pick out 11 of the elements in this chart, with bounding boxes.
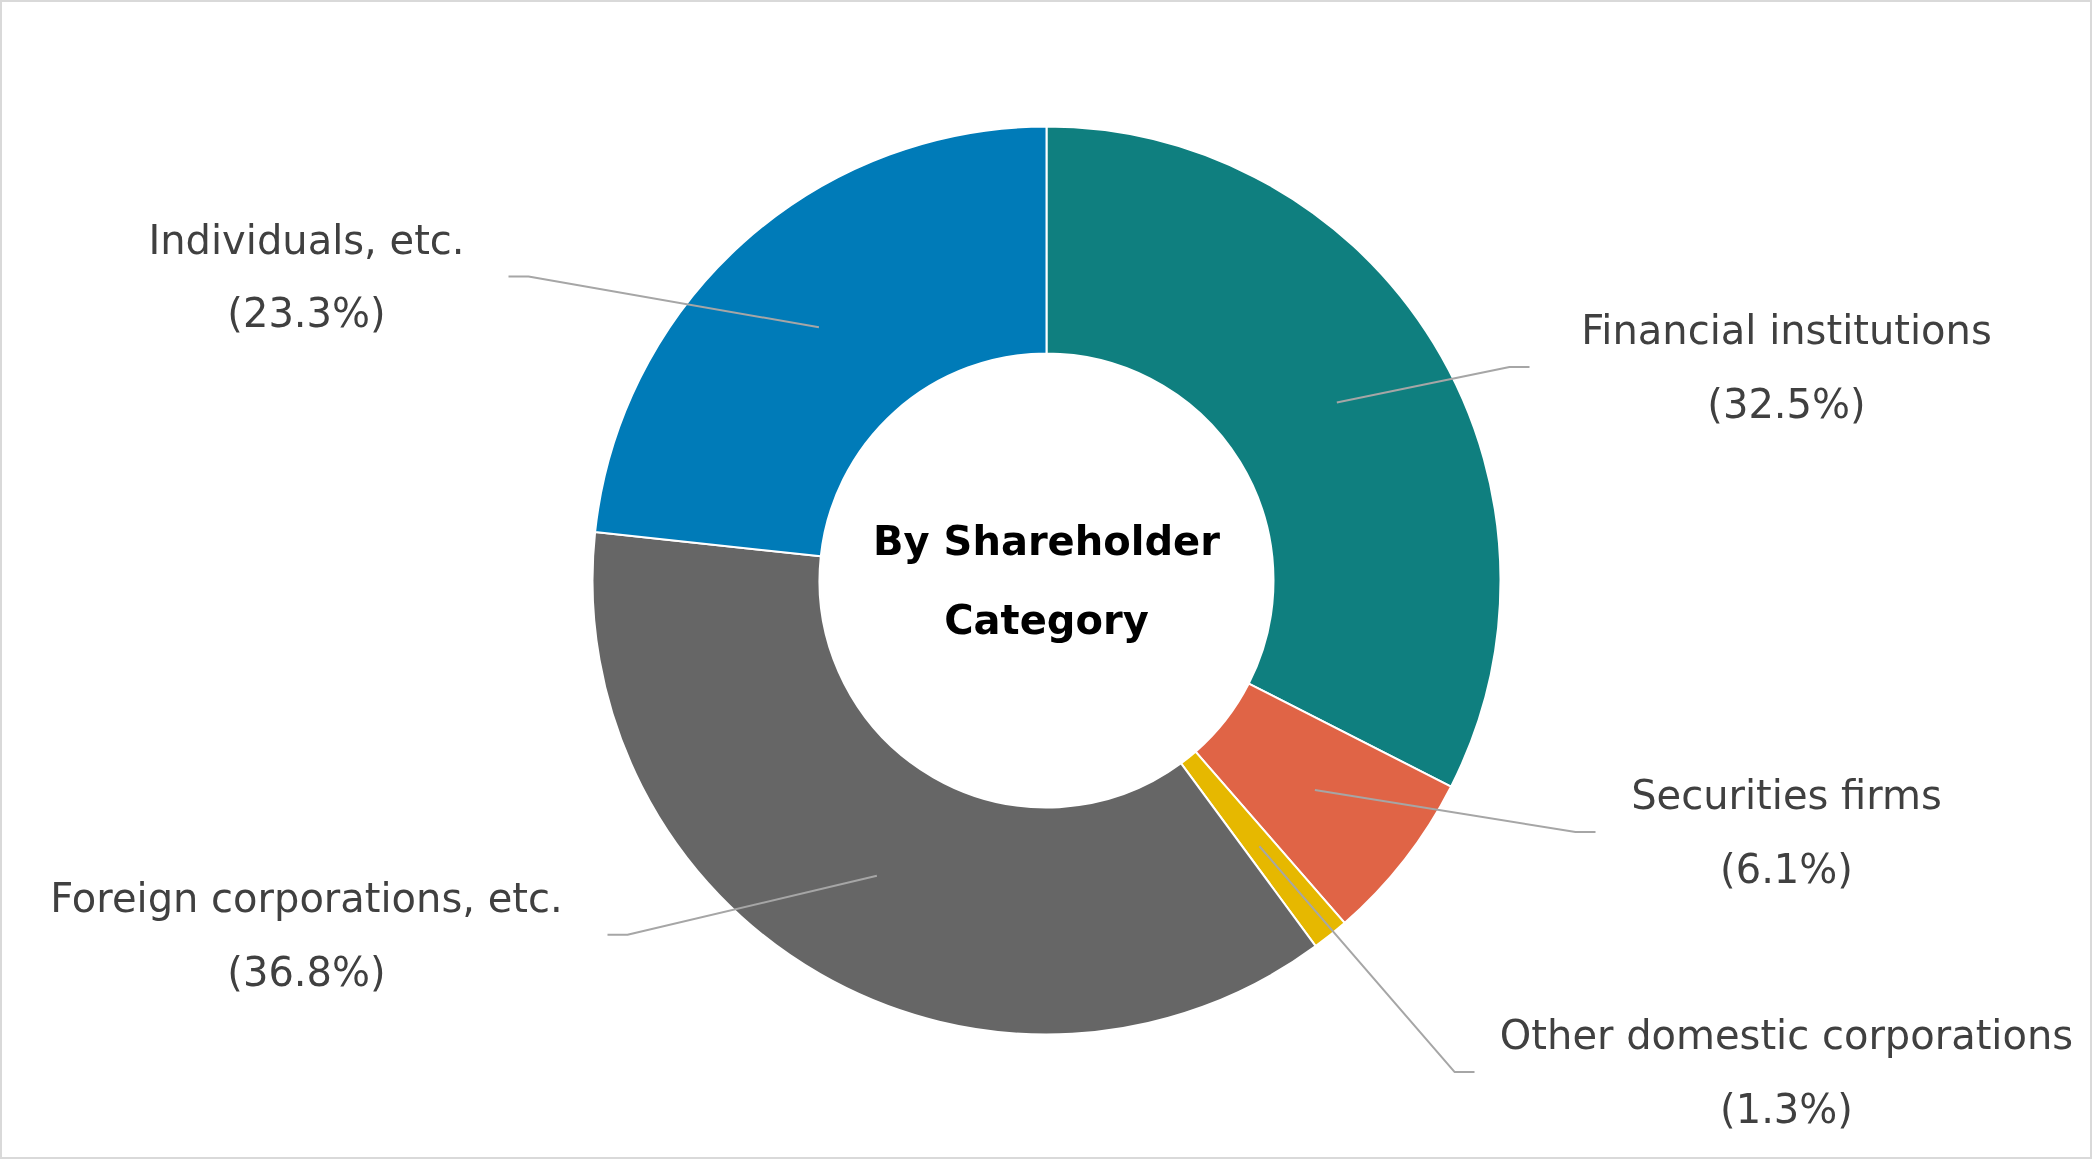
data-label: (32.5%) [1707, 380, 1866, 427]
slice-label: Financial institutions [1581, 307, 1992, 354]
text: By Shareholder Category [873, 518, 1221, 643]
data-label: (23.3%) [227, 290, 386, 337]
slice-label: Other domestic corporations [1499, 1012, 2074, 1059]
slice-label: Individuals, etc. [148, 216, 465, 263]
data-label: (1.3%) [1720, 1085, 1853, 1132]
slice-label: Securities firms [1631, 772, 1942, 819]
slice-label: Foreign corporations, etc. [50, 874, 563, 921]
data-label: (36.8%) [227, 948, 386, 995]
data-label: (6.1%) [1720, 845, 1853, 892]
